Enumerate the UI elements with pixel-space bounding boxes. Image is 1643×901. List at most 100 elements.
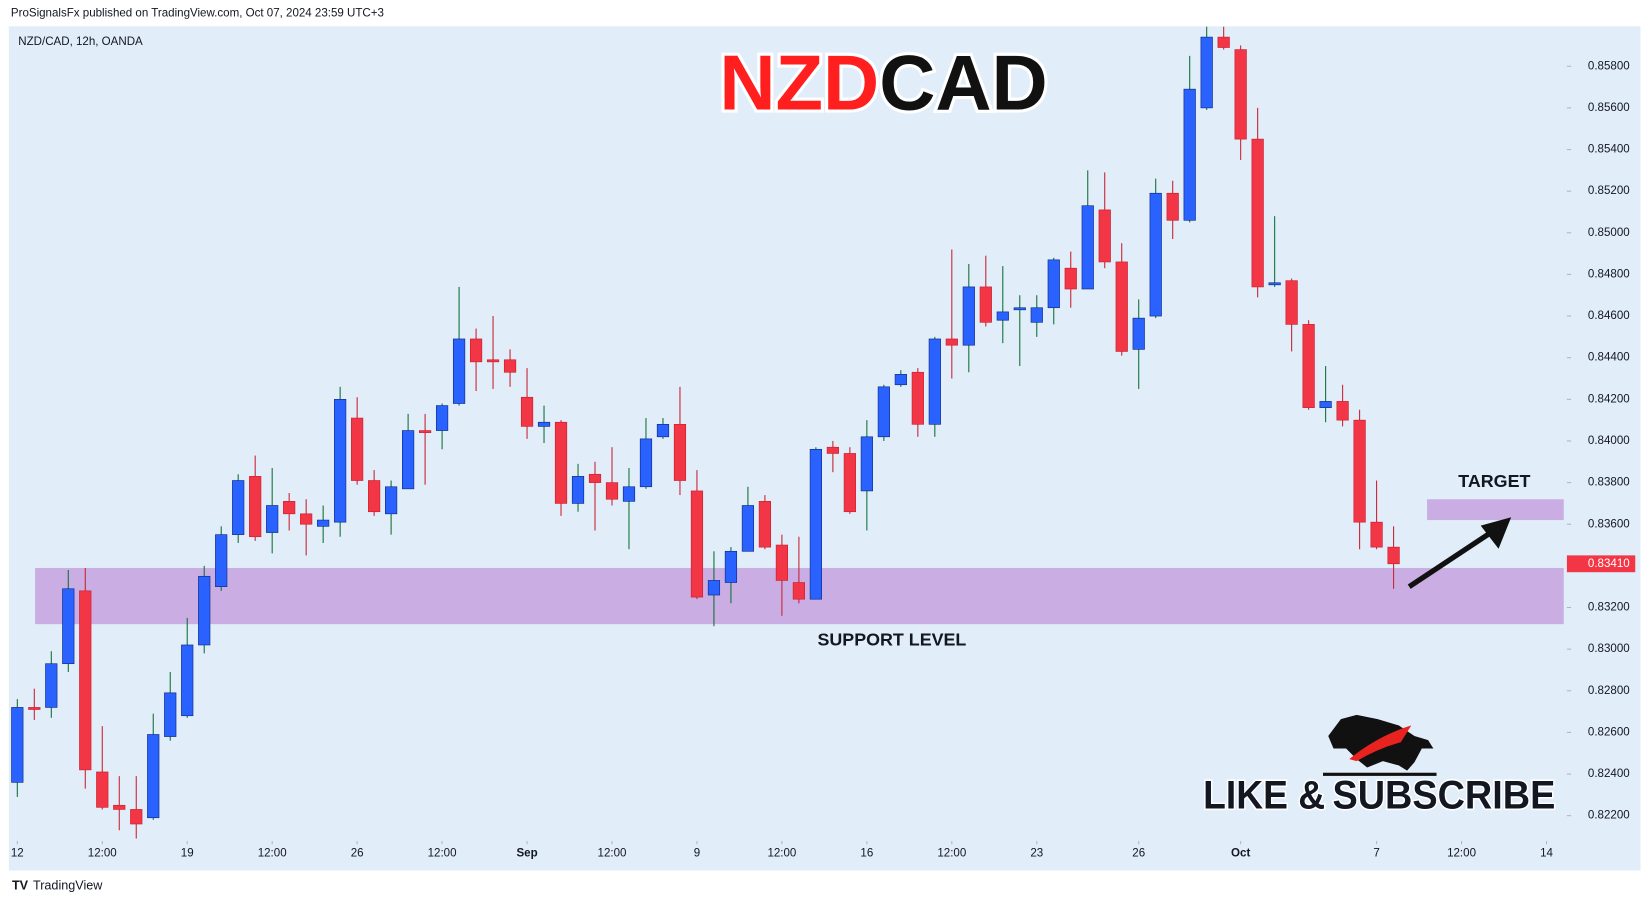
like-text: LIKE & [1203, 774, 1325, 818]
candle-body [775, 544, 789, 581]
y-tick-label: 0.84600 [1588, 310, 1630, 322]
y-tick-label: 0.84200 [1588, 393, 1630, 405]
y-tick-label: 0.83600 [1588, 518, 1630, 530]
title-part: CAD [879, 40, 1048, 126]
y-tick-label: 0.82600 [1588, 726, 1630, 738]
candle-body [1285, 280, 1298, 325]
candle-body [758, 501, 772, 548]
candle-body [147, 734, 160, 819]
candle-body [911, 371, 924, 425]
x-tick-label: 7 [1373, 848, 1379, 860]
x-tick-label: 23 [1030, 848, 1043, 860]
candle-body [1081, 205, 1094, 290]
arrow-head [1480, 517, 1512, 549]
x-tick-label: 12:00 [88, 848, 117, 860]
x-tick-label: 12:00 [767, 848, 796, 860]
candle-body [249, 476, 262, 538]
candle-body [894, 374, 907, 386]
candle-body [1030, 307, 1043, 323]
candle-body [351, 417, 364, 481]
candle-body [283, 501, 296, 515]
candle-body [860, 436, 873, 492]
axes: 0.82200 0.82400 0.82600 0.82800 0.83000 0.832… [11, 60, 1636, 860]
candle-body [62, 588, 75, 665]
bull-logo [1322, 714, 1437, 776]
zone-label: SUPPORT LEVEL [818, 630, 967, 650]
candle-body [1336, 401, 1349, 421]
candle-body [215, 534, 228, 588]
candle-body [418, 430, 432, 433]
candle-body [690, 490, 704, 598]
y-tick-label: 0.82400 [1588, 768, 1630, 780]
candle-body [503, 359, 517, 373]
y-tick-label: 0.85800 [1588, 60, 1630, 72]
candle-body [639, 438, 653, 488]
y-tick-label: 0.84000 [1588, 435, 1630, 447]
candle-body [1251, 138, 1264, 288]
candle-body [11, 707, 24, 783]
y-tick-label: 0.85000 [1588, 227, 1630, 239]
candle-body [1115, 261, 1128, 352]
tv-logo: TV [12, 879, 29, 893]
x-tick-label: 26 [351, 848, 364, 860]
x-tick-label: Sep [516, 848, 537, 860]
subscribe-text: SUBSCRIBE [1332, 774, 1555, 818]
y-tick-label: 0.85400 [1588, 144, 1630, 156]
chart-title: NZDCAD [719, 40, 1047, 126]
candle-body [826, 446, 839, 454]
candle-body [1234, 49, 1247, 140]
candle-body [469, 338, 483, 363]
candle-body [486, 359, 500, 363]
x-tick-label: 12:00 [937, 848, 966, 860]
candle-body [1319, 401, 1332, 408]
candle-body [1387, 546, 1400, 565]
last-price-label: 0.83410 [1588, 558, 1630, 570]
candle-body [571, 476, 585, 504]
candle-body [317, 519, 330, 527]
last-price-box [1566, 555, 1636, 573]
x-tick-label: Oct [1231, 848, 1250, 860]
y-tick-label: 0.83000 [1588, 643, 1630, 655]
candle-body [1149, 192, 1162, 317]
x-tick-label: 26 [1132, 848, 1145, 860]
x-tick-label: 9 [694, 848, 700, 860]
candles [11, 26, 1400, 839]
y-tick-label: 0.85200 [1588, 185, 1630, 197]
candle-body [809, 448, 822, 600]
x-tick-label: 12:00 [428, 848, 457, 860]
candle-body [385, 486, 398, 515]
candle-body [554, 421, 568, 504]
footer: TradingView [33, 879, 103, 893]
candle-body [1132, 317, 1145, 350]
candle-body [520, 396, 534, 427]
title-part: NZD [719, 40, 879, 126]
candle-body [130, 809, 143, 825]
candle-body [605, 482, 619, 500]
candle-body [198, 575, 211, 646]
arrow [1407, 528, 1495, 589]
candle-body [928, 338, 941, 425]
legend: NZD/CAD, 12h, OANDA [18, 36, 143, 48]
candle-body [537, 421, 551, 427]
candle-body [724, 550, 738, 583]
candle-body [113, 804, 126, 810]
candle-body [1064, 267, 1077, 290]
x-tick-label: 12:00 [1447, 848, 1476, 860]
candle-body [96, 771, 109, 808]
candle-body [300, 513, 313, 525]
candle-body [996, 311, 1009, 321]
candle-body [1217, 36, 1230, 48]
candle-body [707, 580, 721, 596]
y-tick-label: 0.82800 [1588, 685, 1630, 697]
candle-body [1268, 282, 1281, 286]
candle-body [402, 430, 415, 490]
zone [1427, 499, 1564, 521]
x-tick-label: 16 [860, 848, 873, 860]
y-tick-label: 0.83200 [1588, 602, 1630, 614]
candle-body [1047, 259, 1060, 309]
candle-body [1098, 209, 1111, 263]
x-tick-label: 12 [11, 848, 24, 860]
candle-body [792, 582, 805, 600]
candle-body [164, 692, 177, 737]
candle-body [843, 453, 856, 513]
